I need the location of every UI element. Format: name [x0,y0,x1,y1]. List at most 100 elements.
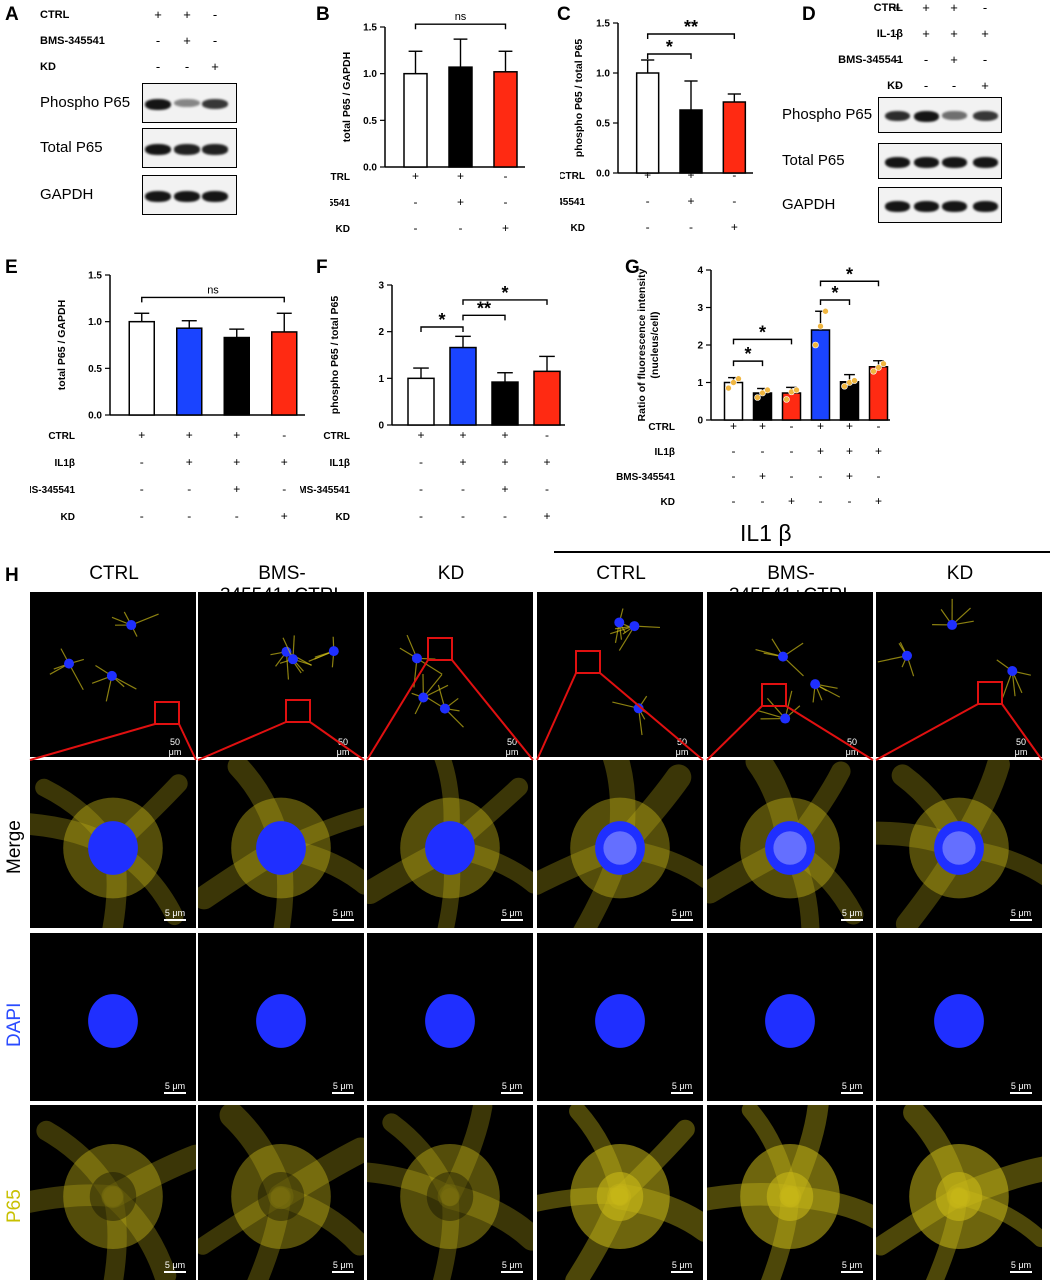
significance-label: * [846,264,853,284]
cell-nucleus [256,994,306,1048]
treatment-sign: - [419,482,423,496]
cell-nucleus [425,994,475,1048]
scale-bar: 5 μm [332,1260,354,1273]
blot-band [145,144,171,155]
y-tick-label: 1.5 [596,19,610,30]
blot-row-label: Phospho P65 [782,106,873,123]
scale-bar: 5 μm [1010,1081,1032,1094]
blot-band [202,144,228,155]
blot-strip [878,187,1002,223]
scale-bar: 50 μm [164,737,186,760]
cell-nucleus [256,821,306,875]
y-tick-label: 1.0 [596,69,610,80]
panel-letter-e: E [5,257,18,278]
treatment-sign: + [501,428,508,442]
nucleus-p65-overlap [773,831,807,865]
il1b-group-label: IL1 β [740,520,792,546]
treatment-label: BMS-345541 [616,472,675,483]
scale-bar-line [1010,919,1032,921]
treatment-label: KD [661,497,675,508]
significance-bracket [819,299,851,305]
scale-bar: 50 μm [332,737,354,760]
treatment-sign: + [875,494,882,508]
treatment-sign: + [922,26,930,41]
significance-bracket [462,299,548,305]
treatment-sign: + [459,428,466,442]
blot-band [972,111,998,121]
micrograph-background [198,592,364,757]
treatment-label: KD [61,512,75,523]
treatment-sign: + [233,428,240,442]
micrograph [876,933,1042,1101]
y-axis-label: phospho P65 / total P65 [329,296,341,415]
treatment-label: BMS-345541 [40,35,105,47]
treatment-sign: + [211,59,219,74]
treatment-sign: - [877,419,881,433]
significance-label: ns [455,11,467,23]
treatment-sign: - [545,482,549,496]
treatment-sign: - [923,52,929,67]
significance-label: * [759,322,766,342]
treatment-sign: + [846,469,853,483]
blot-band [884,157,910,168]
scale-bar-line [671,1271,693,1273]
cell-body [400,1144,500,1249]
treatment-label: KD [571,223,585,234]
micrograph [707,760,873,928]
treatment-sign: - [187,482,191,496]
cell-process [270,1185,364,1256]
treatment-sign: - [790,444,794,458]
panel-letter-a: A [5,4,19,25]
blot-band [174,99,200,108]
treatment-sign: + [457,195,464,209]
treatment-sign: - [282,482,286,496]
treatment-sign: - [459,221,463,235]
cell-nucleus [106,670,117,681]
cell-process [101,1144,196,1209]
micrograph [198,760,364,928]
data-point [817,322,824,330]
cell-nucleus [1007,666,1018,677]
treatment-sign: - [187,509,191,523]
panel-letter-f: F [316,257,328,278]
y-tick-label: 0.0 [88,411,102,422]
micrograph [30,933,196,1101]
treatment-sign: - [212,7,218,22]
nucleus-region [766,1172,814,1221]
micrograph [537,1105,703,1280]
micrograph [876,1105,1042,1280]
treatment-sign: - [140,509,144,523]
significance-bracket [732,338,793,345]
treatment-sign: + [950,26,958,41]
zoom-line [1001,703,1043,761]
treatment-sign: - [545,428,549,442]
y-axis-label-2: (nucleus/cell) [649,311,661,378]
treatment-sign: - [140,482,144,496]
column-label: KD [437,563,465,584]
scale-bar-line [671,919,693,921]
treatment-sign: + [233,455,240,469]
cell-process [437,1184,533,1251]
treatment-label: KD [336,224,350,235]
treatment-sign: - [414,195,418,209]
scale-bar: 5 μm [1010,908,1032,921]
scale-bar-line [1010,1271,1032,1273]
data-point [875,364,882,371]
y-tick-label: 1.5 [363,23,377,34]
treatment-sign: + [501,482,508,496]
micrograph [707,933,873,1101]
cell-body [63,1144,163,1249]
blot-band [174,144,200,155]
scale-bar-line [501,1092,523,1094]
blot-row-label: Phospho P65 [40,94,131,111]
zoom-box [285,699,311,723]
blot-band [145,191,171,202]
data-point [880,360,887,368]
significance-bracket [646,53,692,59]
zoom-box [977,681,1003,705]
panel-letter-g: G [625,257,640,278]
cell-nucleus [765,994,815,1048]
treatment-sign: + [875,444,882,458]
